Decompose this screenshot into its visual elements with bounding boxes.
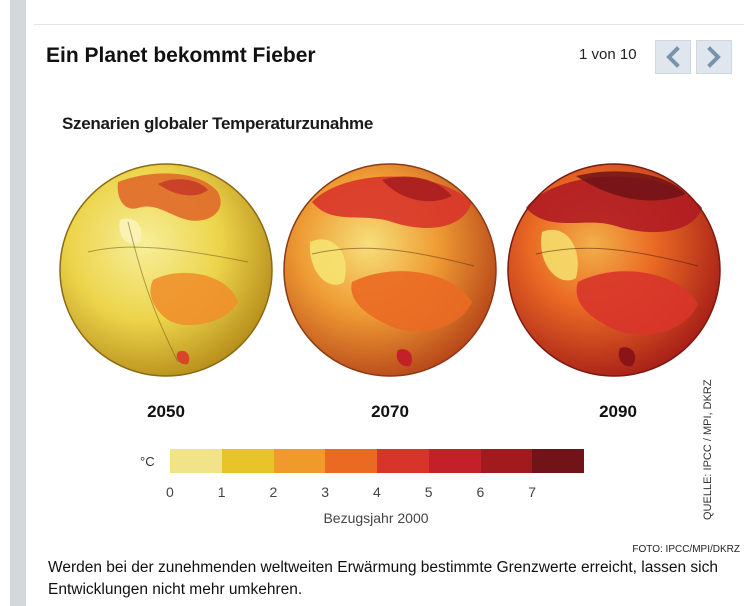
scale-tick-label: 6 — [476, 484, 485, 500]
scale-swatch — [428, 449, 481, 473]
figure-title: Szenarien globaler Temperaturzunahme — [62, 114, 374, 133]
top-divider — [34, 24, 744, 25]
scale-swatch — [532, 449, 584, 473]
image-caption: Werden bei der zunehmenden weltweiten Er… — [48, 559, 718, 598]
left-sidebar-strip — [10, 0, 26, 606]
pager-counter: 1 von 10 — [579, 46, 637, 63]
source-credit: QUELLE: IPCC / MPI, DKRZ — [702, 379, 714, 520]
gallery-header: Ein Planet bekommt Fieber 1 von 10 — [46, 40, 746, 76]
reference-year-label: Bezugsjahr 2000 — [323, 510, 429, 526]
scale-tick-label: 7 — [528, 484, 537, 500]
scale-swatch — [480, 449, 533, 473]
scale-swatch — [273, 449, 326, 473]
globe-2090 — [507, 163, 721, 377]
temperature-color-scale — [170, 449, 584, 473]
scale-tick-label: 5 — [424, 484, 433, 500]
scale-tick-label: 3 — [321, 484, 330, 500]
chevron-right-icon — [707, 46, 721, 68]
scale-tick-label: 2 — [269, 484, 278, 500]
chevron-left-icon — [666, 46, 680, 68]
globe-2070 — [283, 163, 497, 377]
scale-tick-label: 1 — [217, 484, 226, 500]
year-label-2070: 2070 — [371, 402, 409, 421]
scale-swatch — [377, 449, 429, 473]
gallery-image[interactable]: Szenarien globaler Temperaturzunahme — [46, 96, 744, 546]
next-button[interactable] — [696, 40, 732, 74]
year-label-2050: 2050 — [147, 402, 185, 421]
photo-credit: FOTO: IPCC/MPI/DKRZ — [632, 544, 740, 555]
scale-tick-label: 4 — [372, 484, 381, 500]
gallery-title: Ein Planet bekommt Fieber — [46, 44, 316, 67]
scale-swatch — [221, 449, 274, 473]
previous-button[interactable] — [655, 40, 691, 74]
scale-swatch — [325, 449, 377, 473]
scale-tick-label: 0 — [165, 484, 174, 500]
year-label-2090: 2090 — [599, 402, 637, 421]
scale-swatch — [170, 449, 222, 473]
globe-2050 — [59, 163, 273, 377]
scale-unit: °C — [140, 454, 155, 469]
